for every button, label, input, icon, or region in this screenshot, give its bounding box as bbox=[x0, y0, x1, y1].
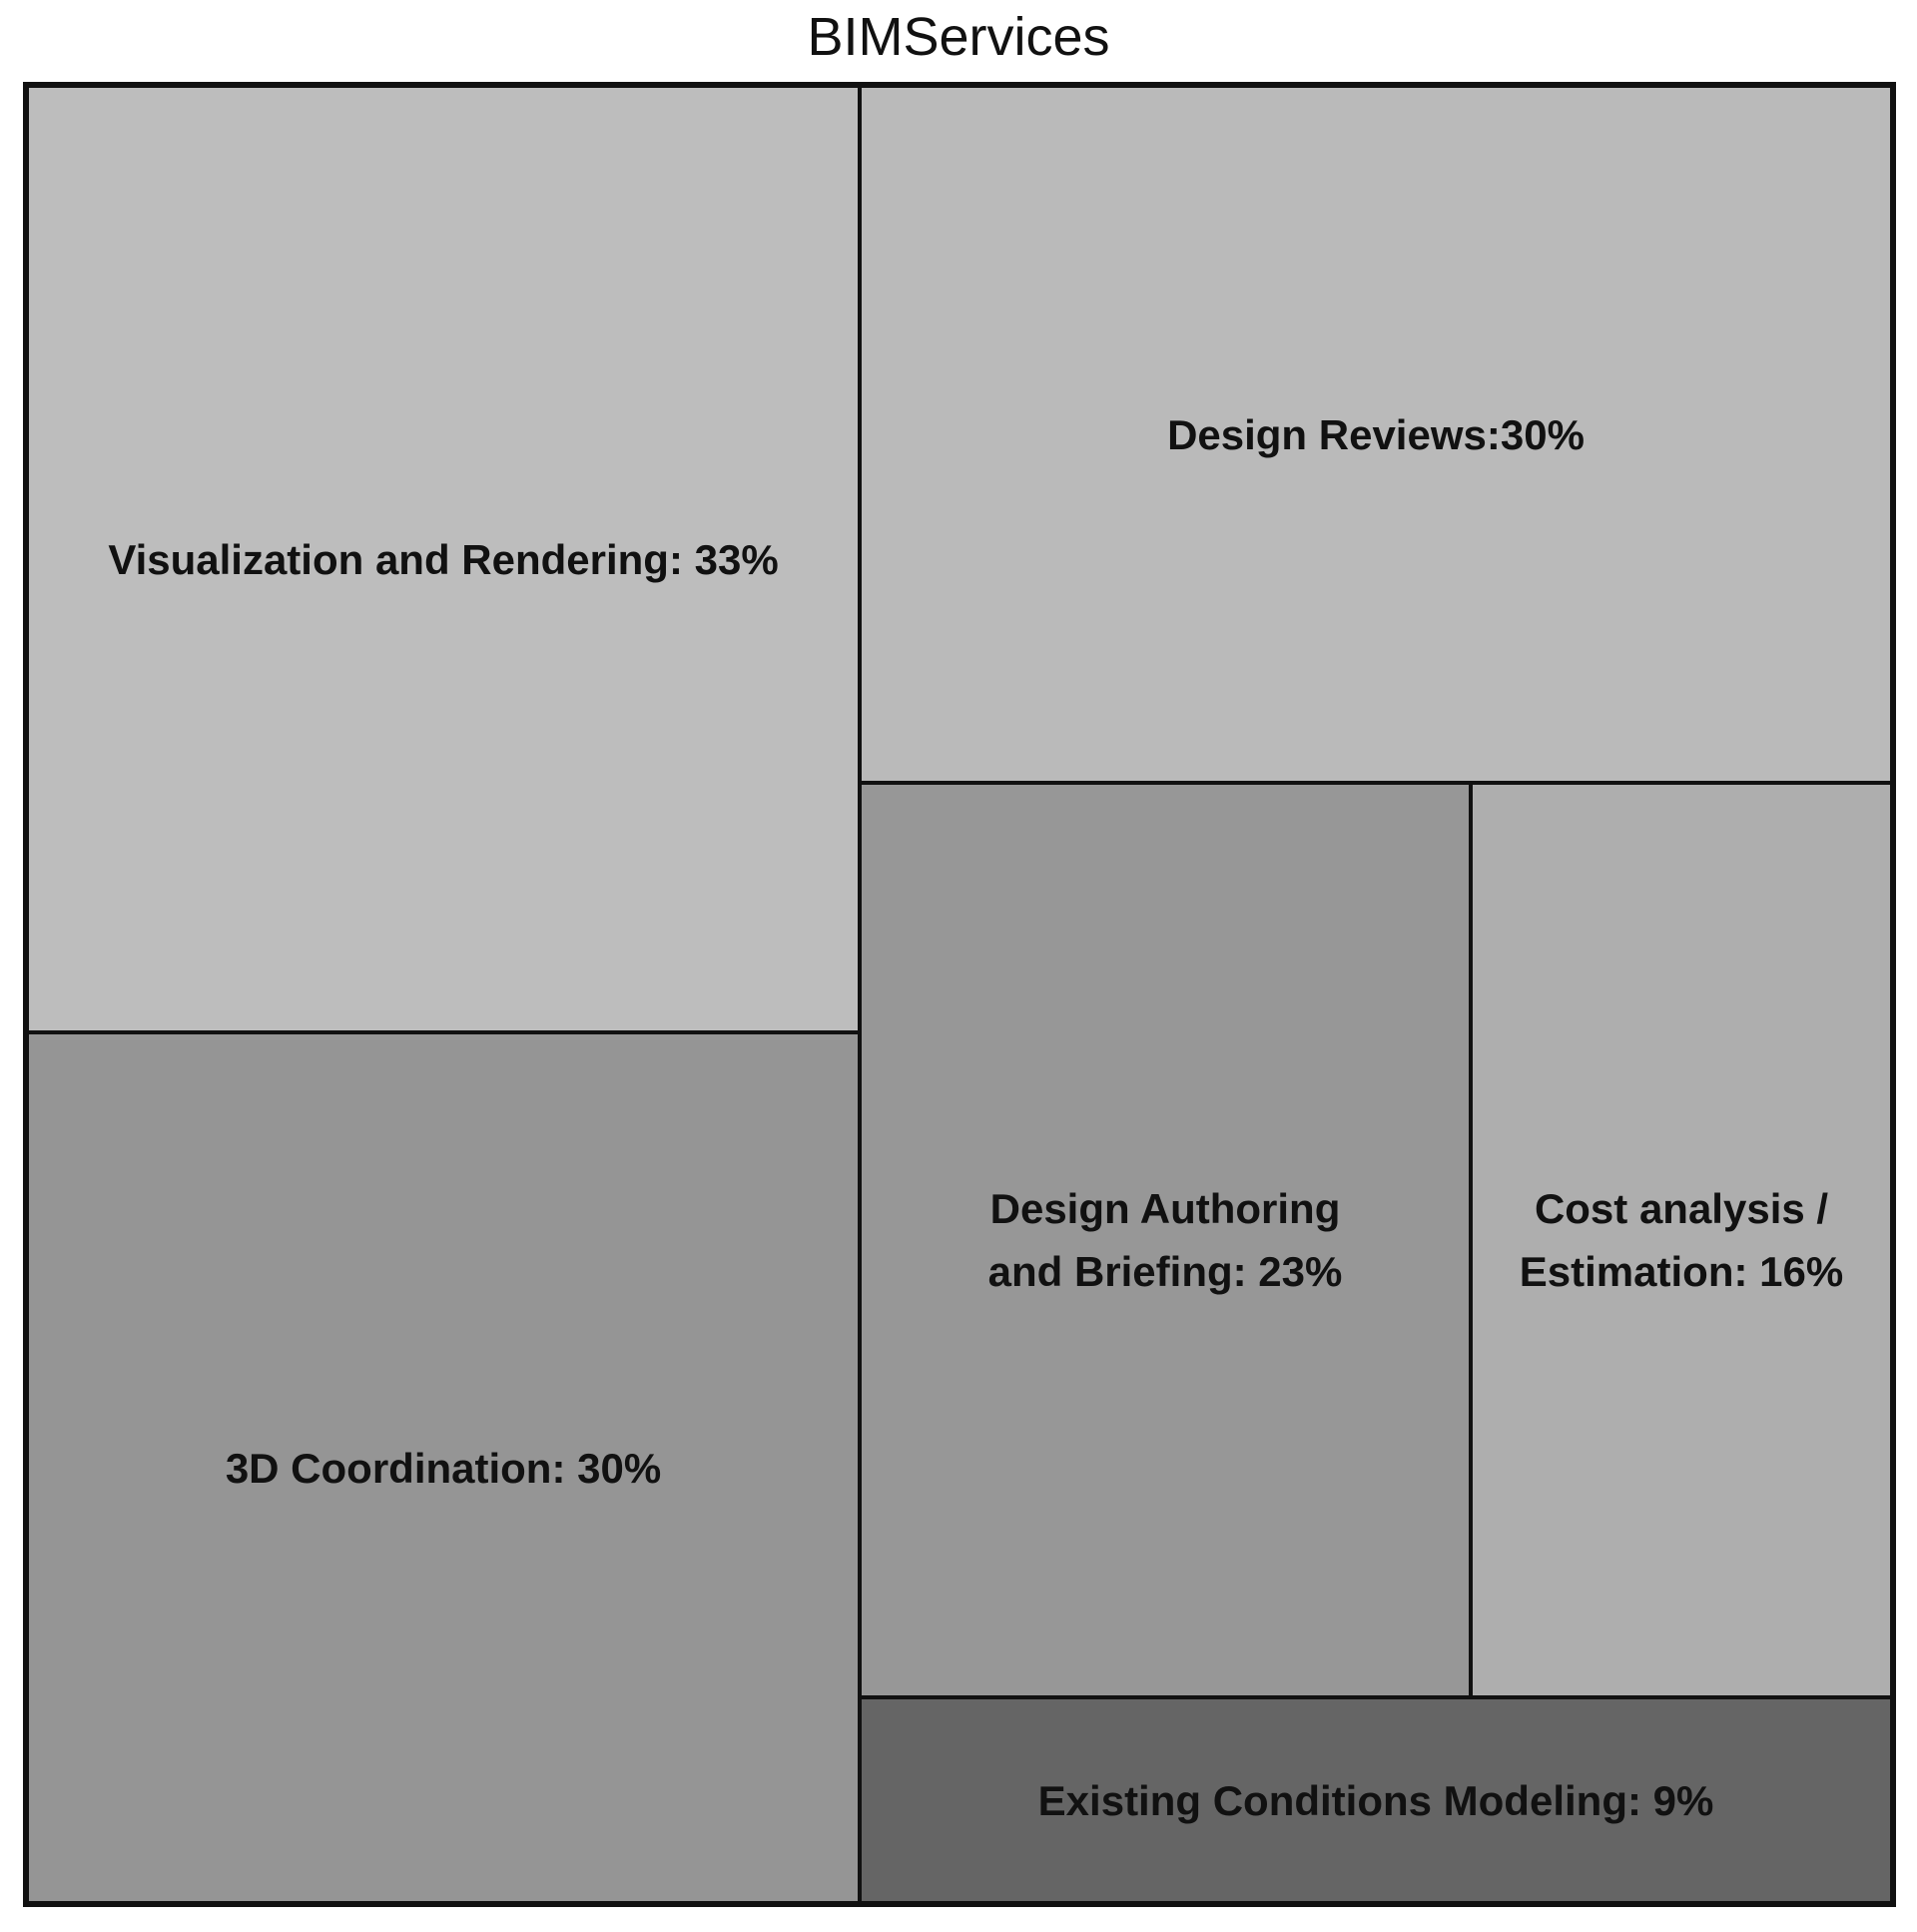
treemap: Visualization and Rendering: 33% 3D Coor… bbox=[23, 82, 1896, 1907]
tile-design-reviews: Design Reviews:30% bbox=[860, 86, 1892, 783]
tile-label: Visualization and Rendering: 33% bbox=[108, 535, 779, 583]
tile-design-authoring-and-briefing: Design Authoring and Briefing: 23% bbox=[860, 783, 1471, 1697]
chart-title: BIMServices bbox=[807, 7, 1110, 67]
tile-label: Design Reviews:30% bbox=[1167, 410, 1585, 458]
tile-label: Design Authoring and Briefing: 23% bbox=[987, 1185, 1343, 1295]
tile-existing-conditions-modeling: Existing Conditions Modeling: 9% bbox=[860, 1697, 1892, 1903]
tile-label: Cost analysis / Estimation: 16% bbox=[1519, 1185, 1844, 1295]
tile-cost-analysis-estimation: Cost analysis / Estimation: 16% bbox=[1471, 783, 1892, 1697]
tile-label: Existing Conditions Modeling: 9% bbox=[1037, 1776, 1714, 1824]
tile-label: 3D Coordination: 30% bbox=[225, 1444, 662, 1492]
tile-visualization-and-rendering: Visualization and Rendering: 33% bbox=[27, 86, 860, 1032]
tile-3d-coordination: 3D Coordination: 30% bbox=[27, 1032, 860, 1903]
